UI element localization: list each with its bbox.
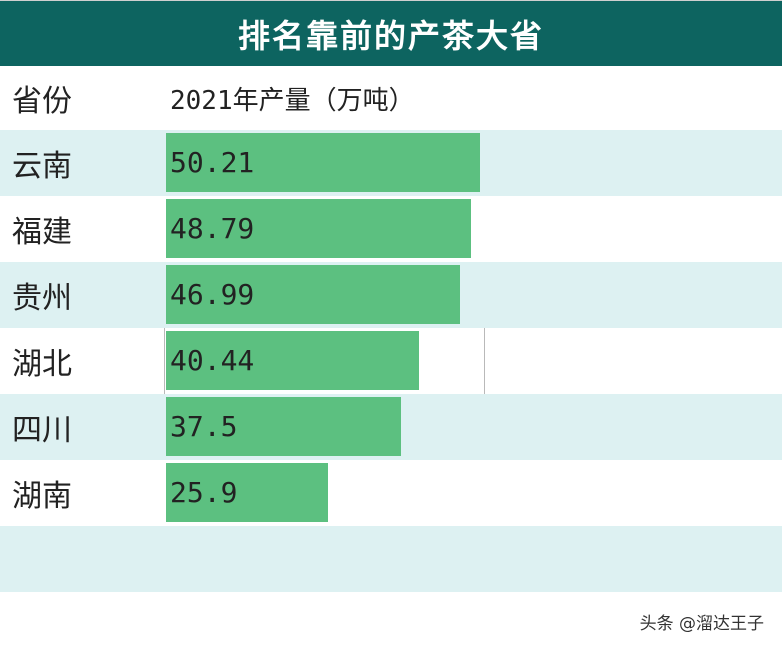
header-province: 省份 bbox=[12, 84, 72, 119]
province-label: 福建 bbox=[12, 215, 72, 250]
header-row: 省份 2021年产量（万吨） bbox=[0, 66, 782, 130]
province-label: 云南 bbox=[12, 149, 72, 184]
bar bbox=[166, 463, 328, 522]
table-row: 湖北 40.44 bbox=[0, 328, 782, 394]
province-label: 湖北 bbox=[12, 347, 72, 382]
bar bbox=[166, 133, 480, 192]
chart-title: 排名靠前的产茶大省 bbox=[0, 0, 782, 66]
watermark: 头条 @溜达王子 bbox=[639, 614, 764, 634]
cell-divider bbox=[164, 328, 165, 394]
bar bbox=[166, 265, 460, 324]
province-label: 四川 bbox=[12, 413, 72, 448]
province-label: 湖南 bbox=[12, 479, 72, 514]
bar bbox=[166, 331, 419, 390]
bar-value-label: 37.5 bbox=[170, 410, 238, 443]
bar-value-label: 40.44 bbox=[170, 344, 255, 377]
province-label: 贵州 bbox=[12, 281, 72, 316]
bar-value-label: 50.21 bbox=[170, 146, 255, 179]
table-row: 福建 48.79 bbox=[0, 196, 782, 262]
bar-value-label: 48.79 bbox=[170, 212, 255, 245]
table-row: 贵州 46.99 bbox=[0, 262, 782, 328]
bar-value-label: 46.99 bbox=[170, 278, 255, 311]
empty-row bbox=[0, 526, 782, 592]
bar bbox=[166, 397, 401, 456]
bar bbox=[166, 199, 471, 258]
header-value: 2021年产量（万吨） bbox=[170, 85, 415, 116]
cell-divider bbox=[484, 328, 485, 394]
table-row: 四川 37.5 bbox=[0, 394, 782, 460]
table-row: 云南 50.21 bbox=[0, 130, 782, 196]
table-row: 湖南 25.9 bbox=[0, 460, 782, 526]
bar-value-label: 25.9 bbox=[170, 476, 238, 509]
